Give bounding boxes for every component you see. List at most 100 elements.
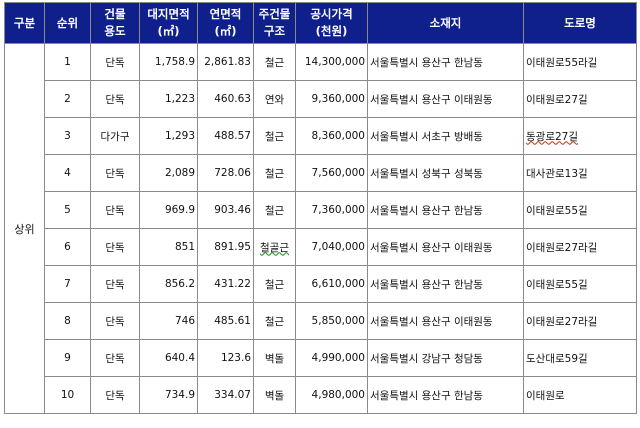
rank-cell: 8 — [44, 302, 91, 340]
address-cell: 서울특별시 용산구 이태원동 — [367, 80, 524, 118]
floor-area-cell: 123.6 — [197, 339, 254, 377]
public-price-cell: 5,850,000 — [295, 302, 368, 340]
land-area-cell: 1,293 — [139, 117, 198, 155]
header-building-use-line1: 건물 — [104, 7, 126, 21]
road-name-cell: 이태원로55길 — [523, 265, 637, 303]
header-floor-area: 연면적 (㎡) — [197, 2, 254, 44]
rank-cell: 1 — [44, 43, 91, 81]
road-name-text: 동광로27길 — [526, 130, 579, 143]
public-price-cell: 7,360,000 — [295, 191, 368, 229]
rank-cell: 3 — [44, 117, 91, 155]
address-cell: 서울특별시 용산구 한남동 — [367, 191, 524, 229]
floor-area-cell: 903.46 — [197, 191, 254, 229]
header-land-area-line2: (㎡) — [157, 24, 180, 38]
rank-cell: 6 — [44, 228, 91, 266]
header-rank: 순위 — [44, 2, 91, 44]
floor-area-cell: 485.61 — [197, 302, 254, 340]
land-area-cell: 746 — [139, 302, 198, 340]
building-use-cell: 단독 — [90, 80, 140, 118]
public-price-cell: 7,560,000 — [295, 154, 368, 192]
land-area-cell: 1,223 — [139, 80, 198, 118]
header-structure-line2: 구조 — [263, 24, 286, 38]
floor-area-cell: 488.57 — [197, 117, 254, 155]
road-name-cell: 이태원로27라길 — [523, 302, 637, 340]
road-name-cell: 동광로27길 — [523, 117, 637, 155]
road-name-cell: 이태원로 — [523, 376, 637, 414]
building-use-cell: 단독 — [90, 43, 140, 81]
public-price-cell: 14,300,000 — [295, 43, 368, 81]
structure-cell: 벽돌 — [253, 376, 296, 414]
public-price-cell: 4,990,000 — [295, 339, 368, 377]
floor-area-cell: 728.06 — [197, 154, 254, 192]
land-area-cell: 734.9 — [139, 376, 198, 414]
header-public-price-line1: 공시가격 — [310, 7, 353, 21]
rank-cell: 10 — [44, 376, 91, 414]
road-name-cell: 대사관로13길 — [523, 154, 637, 192]
address-cell: 서울특별시 용산구 한남동 — [367, 43, 524, 81]
structure-cell: 철근 — [253, 154, 296, 192]
building-use-cell: 단독 — [90, 191, 140, 229]
table-row: 10 단독 734.9 334.07 벽돌 4,980,000 서울특별시 용산… — [5, 376, 637, 414]
header-public-price: 공시가격 (천원) — [295, 2, 368, 44]
public-price-cell: 9,360,000 — [295, 80, 368, 118]
header-land-area: 대지면적 (㎡) — [139, 2, 198, 44]
building-use-cell: 단독 — [90, 376, 140, 414]
building-use-cell: 단독 — [90, 339, 140, 377]
floor-area-cell: 431.22 — [197, 265, 254, 303]
header-building-use: 건물 용도 — [90, 2, 140, 44]
public-price-cell: 7,040,000 — [295, 228, 368, 266]
table-row: 8 단독 746 485.61 철근 5,850,000 서울특별시 용산구 이… — [5, 302, 637, 340]
land-area-cell: 851 — [139, 228, 198, 266]
structure-cell: 철근 — [253, 43, 296, 81]
road-name-cell: 이태원로55길 — [523, 191, 637, 229]
table-row: 4 단독 2,089 728.06 철근 7,560,000 서울특별시 성북구… — [5, 154, 637, 192]
rank-cell: 5 — [44, 191, 91, 229]
building-use-cell: 단독 — [90, 265, 140, 303]
header-road-name: 도로명 — [523, 2, 637, 44]
road-name-cell: 이태원로27라길 — [523, 228, 637, 266]
road-name-cell: 도산대로59길 — [523, 339, 637, 377]
land-area-cell: 640.4 — [139, 339, 198, 377]
header-land-area-line1: 대지면적 — [147, 7, 190, 21]
address-cell: 서울특별시 서초구 방배동 — [367, 117, 524, 155]
floor-area-cell: 334.07 — [197, 376, 254, 414]
table-body: 상위 1 단독 1,758.9 2,861.83 철근 14,300,000 서… — [4, 43, 637, 414]
table-row: 6 단독 851 891.95 철골근 7,040,000 서울특별시 용산구 … — [5, 228, 637, 266]
address-cell: 서울특별시 강남구 청담동 — [367, 339, 524, 377]
land-area-cell: 969.9 — [139, 191, 198, 229]
land-area-cell: 856.2 — [139, 265, 198, 303]
public-price-cell: 6,610,000 — [295, 265, 368, 303]
road-name-cell: 이태원로55라길 — [523, 43, 637, 81]
header-category: 구분 — [4, 2, 45, 44]
table-header: 구분 순위 건물 용도 대지면적 (㎡) 연면적 (㎡) 주건물 구조 공시가격… — [4, 2, 637, 44]
floor-area-cell: 2,861.83 — [197, 43, 254, 81]
address-cell: 서울특별시 용산구 이태원동 — [367, 302, 524, 340]
header-public-price-line2: (천원) — [315, 24, 348, 38]
header-floor-area-line1: 연면적 — [209, 7, 242, 21]
address-cell: 서울특별시 용산구 이태원동 — [367, 228, 524, 266]
structure-cell: 철근 — [253, 302, 296, 340]
table-row: 상위 1 단독 1,758.9 2,861.83 철근 14,300,000 서… — [4, 43, 637, 414]
structure-text: 철골근 — [260, 241, 289, 254]
header-building-use-line2: 용도 — [104, 24, 126, 38]
land-area-cell: 1,758.9 — [139, 43, 198, 81]
public-price-cell: 4,980,000 — [295, 376, 368, 414]
table-row: 9 단독 640.4 123.6 벽돌 4,990,000 서울특별시 강남구 … — [5, 339, 637, 377]
header-structure: 주건물 구조 — [253, 2, 296, 44]
structure-cell: 철근 — [253, 191, 296, 229]
floor-area-cell: 460.63 — [197, 80, 254, 118]
header-floor-area-line2: (㎡) — [214, 24, 237, 38]
public-price-cell: 8,360,000 — [295, 117, 368, 155]
building-use-cell: 단독 — [90, 154, 140, 192]
header-structure-line1: 주건물 — [258, 7, 291, 21]
header-address: 소재지 — [367, 2, 524, 44]
rank-cell: 9 — [44, 339, 91, 377]
floor-area-cell: 891.95 — [197, 228, 254, 266]
building-use-cell: 다가구 — [90, 117, 140, 155]
building-use-cell: 단독 — [90, 228, 140, 266]
category-cell: 상위 — [4, 43, 45, 414]
rank-cell: 7 — [44, 265, 91, 303]
structure-cell: 철골근 — [253, 228, 296, 266]
table-row: 5 단독 969.9 903.46 철근 7,360,000 서울특별시 용산구… — [5, 191, 637, 229]
address-cell: 서울특별시 용산구 한남동 — [367, 265, 524, 303]
